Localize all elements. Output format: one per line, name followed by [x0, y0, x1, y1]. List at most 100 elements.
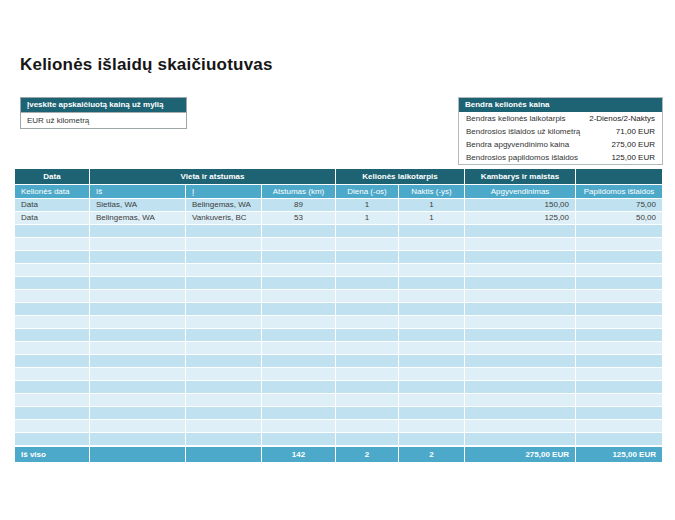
table-cell[interactable]	[186, 394, 261, 406]
table-cell[interactable]	[15, 381, 89, 393]
table-cell[interactable]	[90, 316, 185, 328]
table-cell[interactable]	[576, 342, 662, 354]
table-cell[interactable]	[465, 433, 575, 445]
table-cell[interactable]	[336, 290, 398, 302]
table-cell[interactable]	[186, 433, 261, 445]
table-cell[interactable]	[576, 407, 662, 419]
table-cell[interactable]	[576, 381, 662, 393]
table-cell[interactable]	[465, 238, 575, 250]
table-cell[interactable]	[399, 381, 464, 393]
table-cell[interactable]	[90, 303, 185, 315]
table-cell[interactable]	[15, 368, 89, 380]
table-cell[interactable]	[90, 394, 185, 406]
table-cell[interactable]	[90, 251, 185, 263]
table-cell[interactable]	[576, 394, 662, 406]
table-cell[interactable]	[15, 225, 89, 237]
table-cell[interactable]: 53	[262, 212, 335, 224]
table-cell[interactable]	[576, 355, 662, 367]
table-cell[interactable]	[186, 381, 261, 393]
table-cell[interactable]: 1	[336, 199, 398, 211]
table-cell[interactable]	[15, 316, 89, 328]
table-cell[interactable]	[15, 290, 89, 302]
table-cell[interactable]	[336, 381, 398, 393]
table-cell[interactable]	[90, 342, 185, 354]
table-cell[interactable]	[576, 329, 662, 341]
table-cell[interactable]	[399, 251, 464, 263]
table-cell[interactable]	[186, 238, 261, 250]
table-cell[interactable]	[465, 277, 575, 289]
table-cell[interactable]: Belingemas, WA	[90, 212, 185, 224]
table-cell[interactable]	[576, 368, 662, 380]
table-cell[interactable]	[465, 355, 575, 367]
table-cell[interactable]	[15, 329, 89, 341]
table-cell[interactable]	[15, 238, 89, 250]
table-cell[interactable]	[90, 355, 185, 367]
table-cell[interactable]	[262, 355, 335, 367]
table-cell[interactable]	[336, 433, 398, 445]
table-cell[interactable]	[90, 381, 185, 393]
table-cell[interactable]	[399, 420, 464, 432]
table-cell[interactable]	[186, 316, 261, 328]
table-cell[interactable]: Belingemas, WA	[186, 199, 261, 211]
table-cell[interactable]	[399, 264, 464, 276]
table-cell[interactable]	[15, 433, 89, 445]
table-cell[interactable]	[15, 355, 89, 367]
table-cell[interactable]	[15, 277, 89, 289]
table-cell[interactable]	[465, 329, 575, 341]
table-cell[interactable]	[336, 342, 398, 354]
table-cell[interactable]	[399, 303, 464, 315]
table-cell[interactable]	[90, 407, 185, 419]
table-cell[interactable]: 89	[262, 199, 335, 211]
table-cell[interactable]	[336, 225, 398, 237]
table-cell[interactable]	[262, 225, 335, 237]
table-cell[interactable]	[399, 407, 464, 419]
table-cell[interactable]	[399, 225, 464, 237]
table-cell[interactable]	[186, 277, 261, 289]
table-cell[interactable]	[186, 251, 261, 263]
table-cell[interactable]: 1	[399, 212, 464, 224]
table-cell[interactable]	[336, 420, 398, 432]
table-cell[interactable]	[262, 381, 335, 393]
table-cell[interactable]	[336, 355, 398, 367]
table-cell[interactable]	[465, 264, 575, 276]
table-cell[interactable]	[576, 316, 662, 328]
table-cell[interactable]	[15, 342, 89, 354]
table-cell[interactable]	[465, 303, 575, 315]
table-cell[interactable]	[399, 290, 464, 302]
table-cell[interactable]	[576, 277, 662, 289]
table-cell[interactable]: Sietlas, WA	[90, 199, 185, 211]
table-cell[interactable]	[90, 277, 185, 289]
table-cell[interactable]	[262, 316, 335, 328]
table-cell[interactable]	[186, 264, 261, 276]
table-cell[interactable]	[90, 225, 185, 237]
table-cell[interactable]	[186, 329, 261, 341]
table-cell[interactable]	[262, 303, 335, 315]
table-cell[interactable]	[15, 264, 89, 276]
table-cell[interactable]	[465, 407, 575, 419]
table-cell[interactable]	[465, 342, 575, 354]
table-cell[interactable]	[336, 368, 398, 380]
table-cell[interactable]	[15, 303, 89, 315]
table-cell[interactable]: 75,00	[576, 199, 662, 211]
table-cell[interactable]	[465, 394, 575, 406]
table-cell[interactable]	[15, 420, 89, 432]
table-cell[interactable]	[465, 368, 575, 380]
table-cell[interactable]: 150,00	[465, 199, 575, 211]
table-cell[interactable]	[399, 433, 464, 445]
table-cell[interactable]	[186, 290, 261, 302]
table-cell[interactable]	[465, 316, 575, 328]
table-cell[interactable]	[90, 290, 185, 302]
table-cell[interactable]	[576, 225, 662, 237]
table-cell[interactable]	[90, 238, 185, 250]
table-cell[interactable]	[186, 407, 261, 419]
table-cell[interactable]: 50,00	[576, 212, 662, 224]
table-cell[interactable]	[186, 342, 261, 354]
table-cell[interactable]	[262, 264, 335, 276]
table-cell[interactable]	[262, 433, 335, 445]
table-cell[interactable]	[262, 368, 335, 380]
table-cell[interactable]	[90, 433, 185, 445]
table-cell[interactable]	[336, 277, 398, 289]
table-cell[interactable]	[262, 290, 335, 302]
table-cell[interactable]: Data	[15, 199, 89, 211]
table-cell[interactable]	[336, 329, 398, 341]
